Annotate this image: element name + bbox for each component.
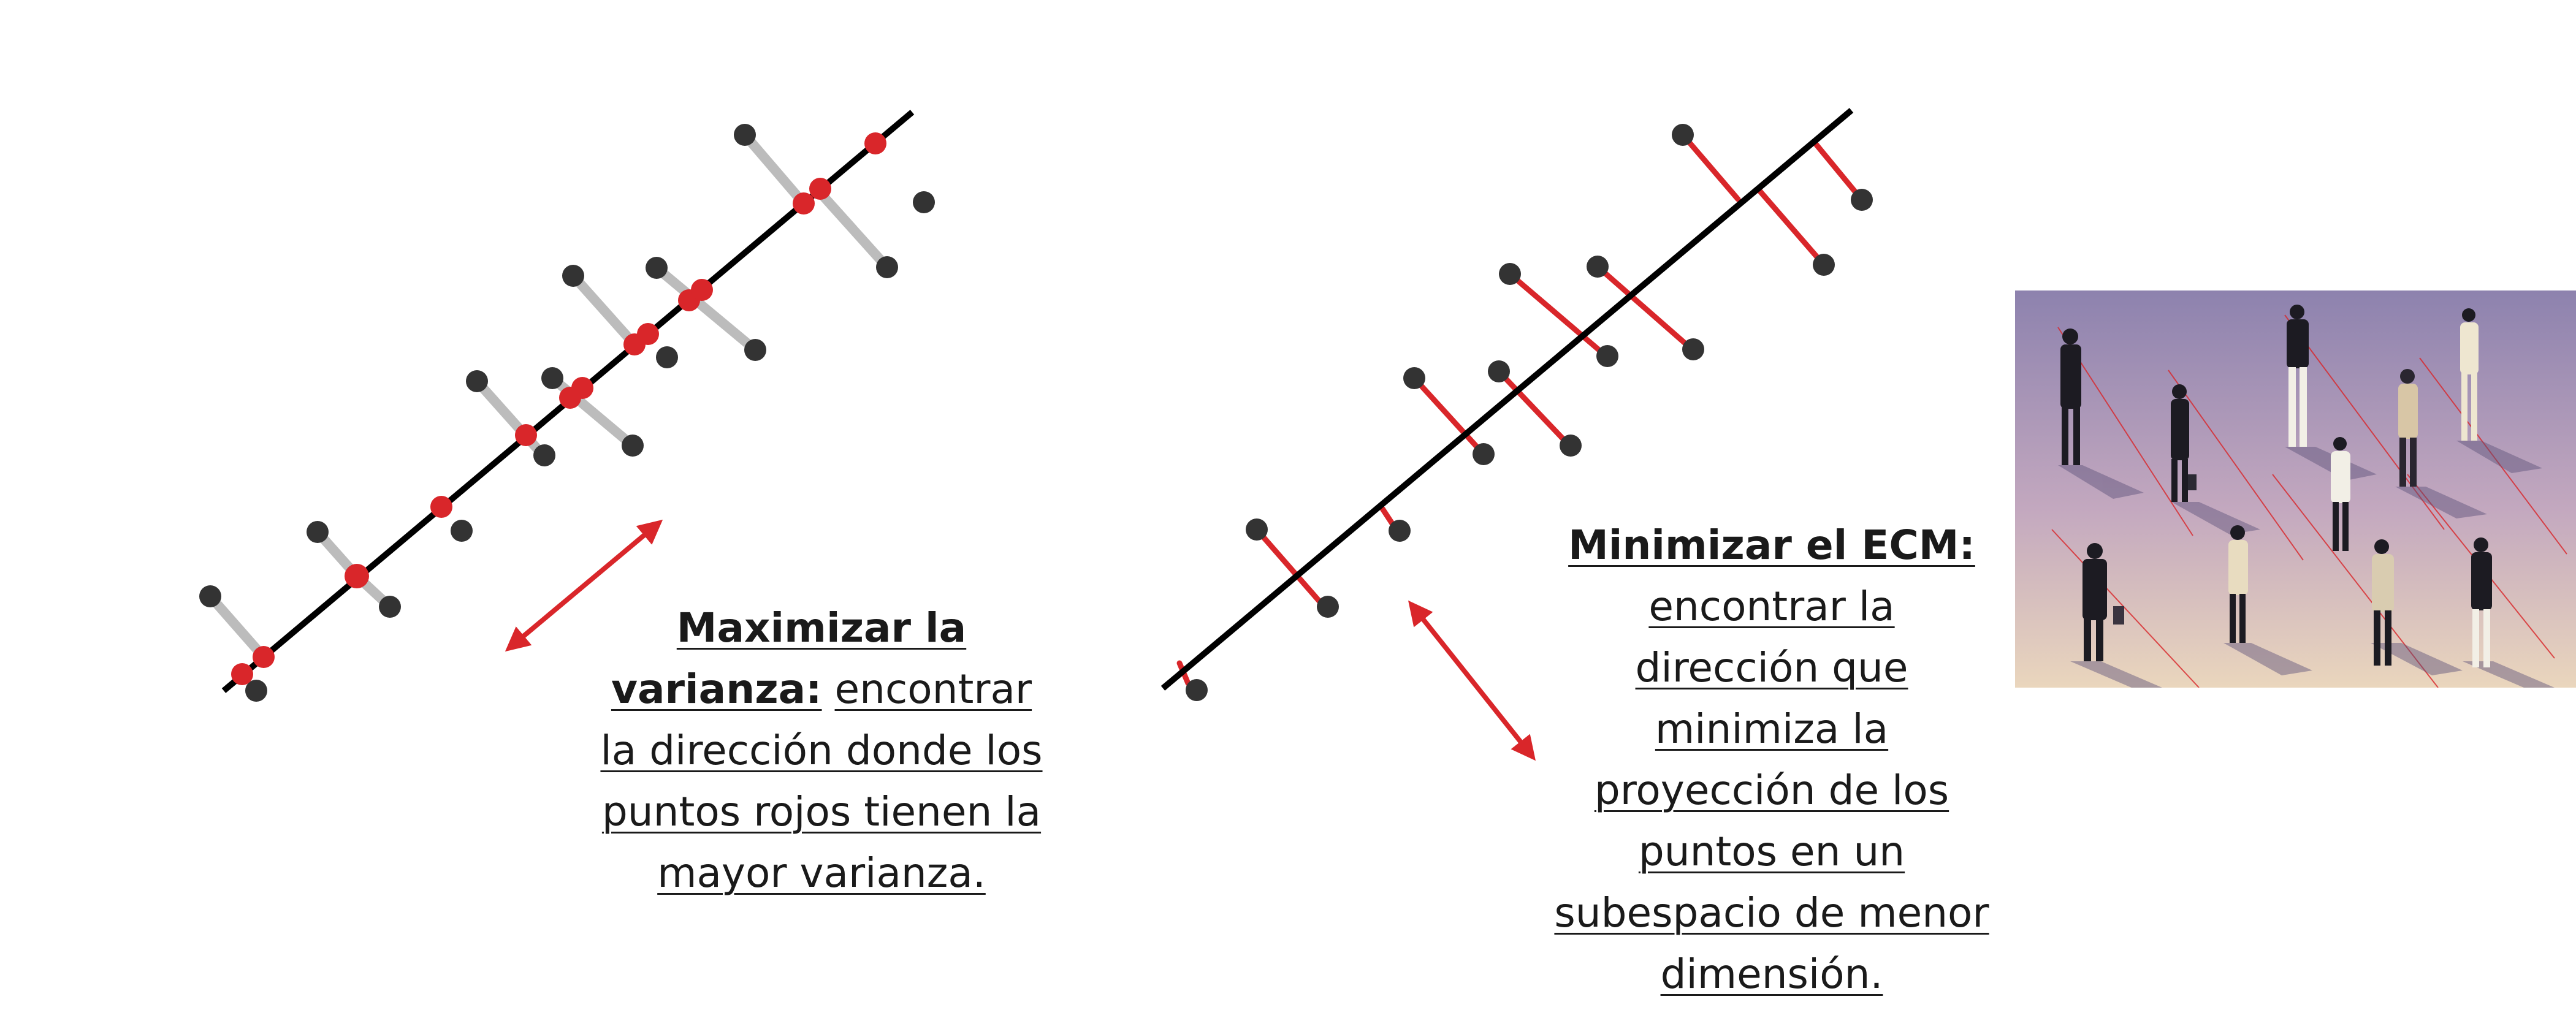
people <box>2060 305 2492 667</box>
residual-line <box>1254 526 1327 610</box>
person-figure <box>2471 537 2492 667</box>
error-arrow <box>1408 600 1536 761</box>
data-point <box>245 680 267 702</box>
person-figure <box>2083 543 2124 661</box>
projection-line <box>568 271 639 349</box>
data-point <box>307 521 329 543</box>
person-figure <box>2287 305 2309 447</box>
data-point <box>451 520 473 542</box>
residual-line <box>1507 271 1609 359</box>
data-point <box>876 256 898 278</box>
residual-line <box>1595 264 1695 352</box>
residual-line <box>1411 375 1487 457</box>
projected-point <box>793 192 815 215</box>
data-point <box>1587 256 1609 278</box>
projection-line <box>812 184 892 272</box>
right-panel-graph <box>1160 108 1873 761</box>
right-caption-bold: Minimizar el ECM: <box>1568 522 1975 569</box>
left-projection-lines <box>205 130 892 662</box>
residual-line <box>1813 141 1865 203</box>
person-figure <box>2331 437 2350 551</box>
data-point <box>1560 435 1582 457</box>
data-point <box>744 339 766 361</box>
projected-point <box>637 323 659 345</box>
projected-point <box>571 377 593 399</box>
data-point <box>913 191 935 213</box>
data-point <box>466 370 488 392</box>
person-figure <box>2460 308 2479 441</box>
data-point <box>379 596 401 618</box>
people-shadows-illustration <box>2015 290 2576 688</box>
data-point <box>622 435 644 457</box>
data-point <box>656 346 678 368</box>
shadow <box>2058 465 2144 499</box>
shadow <box>2224 643 2312 675</box>
data-point <box>1682 338 1704 360</box>
shadow-line <box>2051 529 2200 688</box>
data-point <box>1246 518 1268 541</box>
data-point <box>1317 596 1339 618</box>
left-projected-points <box>231 132 886 685</box>
residual-line <box>1680 132 1741 202</box>
data-point <box>1186 679 1208 701</box>
left-caption: Maximizar la varianza: encontrar la dire… <box>589 598 1054 904</box>
projected-point <box>231 663 253 685</box>
residual-line <box>1756 188 1827 268</box>
data-point <box>1389 520 1411 542</box>
left-caption-bold: Maximizar la varianza: <box>611 604 967 713</box>
left-data-points <box>199 124 935 702</box>
shadow-line <box>2168 370 2304 561</box>
right-caption-text: encontrar la dirección que minimiza la p… <box>1554 583 1989 998</box>
data-point <box>1596 345 1618 367</box>
projection-line <box>652 263 760 355</box>
projection-line <box>205 591 269 662</box>
projected-point <box>691 279 713 301</box>
projected-point <box>253 646 275 668</box>
shadow <box>2395 487 2487 518</box>
person-figure <box>2228 525 2248 643</box>
shadow <box>2371 643 2463 675</box>
data-point <box>1672 124 1694 146</box>
person-figure <box>2398 369 2418 487</box>
shadow-line <box>2419 357 2567 555</box>
shadow <box>2456 441 2542 473</box>
shadow <box>2463 661 2555 688</box>
shadow-lines <box>2051 314 2567 688</box>
shadow-line <box>2272 474 2439 688</box>
projected-point <box>430 496 452 518</box>
right-data-points <box>1186 124 1873 701</box>
projected-point <box>864 132 886 154</box>
data-point <box>1851 189 1873 211</box>
left-panel-graph <box>199 110 935 702</box>
shadow-line <box>2284 314 2445 530</box>
left-caption-text: encontrar la dirección donde los puntos … <box>600 666 1043 897</box>
right-caption: Minimizar el ECM: encontrar la dirección… <box>1551 515 1992 1005</box>
data-point <box>1488 360 1510 382</box>
projection-line <box>472 376 548 460</box>
principal-axis-right <box>1160 108 1854 691</box>
person-figure <box>2060 328 2081 465</box>
shadows <box>2058 441 2555 688</box>
data-point <box>1473 443 1495 465</box>
shadow <box>2070 661 2162 688</box>
right-residual-lines <box>1176 132 1865 686</box>
residual-line <box>1496 368 1572 449</box>
data-point <box>199 585 221 607</box>
person-figure <box>2171 384 2197 502</box>
data-point <box>734 124 756 146</box>
data-point <box>1813 254 1835 276</box>
projected-point <box>515 424 537 446</box>
person-figure <box>2372 539 2394 666</box>
data-point <box>1499 263 1521 285</box>
projected-point <box>809 178 831 200</box>
variance-arrow <box>505 519 663 652</box>
projection-line <box>740 130 809 208</box>
data-point <box>1403 367 1425 389</box>
data-point <box>646 257 668 279</box>
data-point <box>541 367 563 389</box>
projected-point <box>345 564 369 588</box>
data-point <box>533 444 555 466</box>
data-point <box>562 265 584 287</box>
